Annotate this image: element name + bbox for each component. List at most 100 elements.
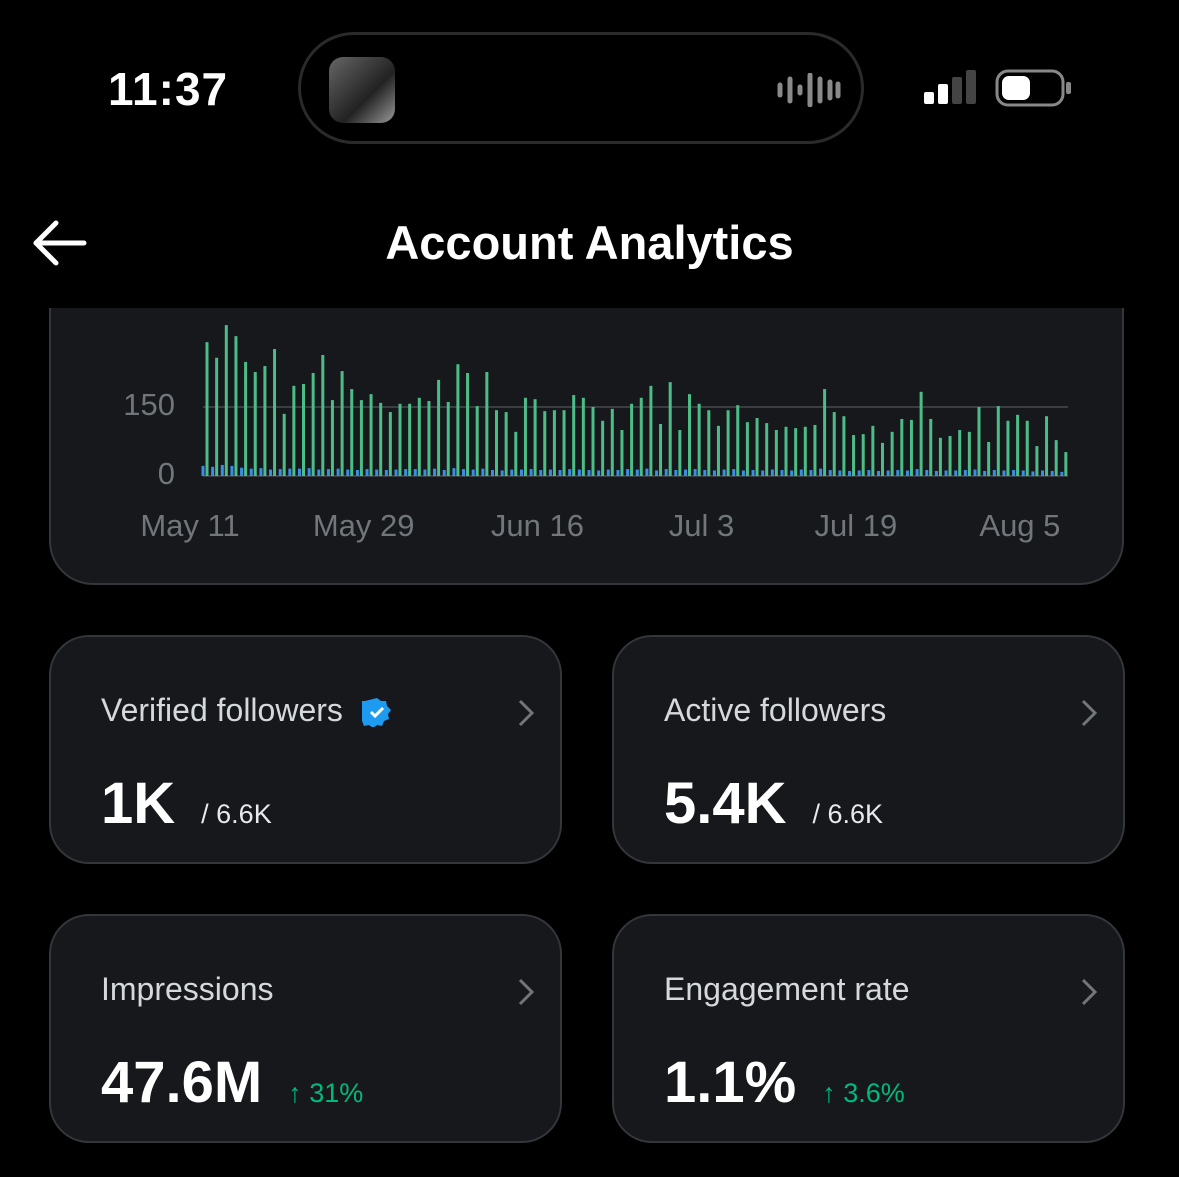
stat-card[interactable]: Active followers 5.4K / 6.6K [612,635,1125,864]
bar [240,467,244,476]
card-value: 1K / 6.6K [101,770,272,837]
bar [456,364,460,476]
bar [967,431,971,476]
bar [1006,420,1010,476]
bar [842,416,846,476]
chevron [1081,699,1098,727]
card-label: Impressions [101,971,274,1007]
bar [909,419,913,476]
bar [1031,471,1035,476]
bar [1035,446,1039,476]
bar [1021,470,1025,476]
x-tick-label: Jul 3 [669,508,734,543]
bar [992,470,996,476]
bar [263,366,267,476]
bar [809,470,813,476]
bar [678,430,682,476]
bar [973,469,977,476]
bar [852,435,856,476]
bar [379,402,383,476]
bar [568,469,572,476]
card-change: ↑ 3.6% [822,1078,905,1108]
bar [340,371,344,476]
bar [359,400,363,476]
top-bar: 11:37 [0,0,1179,308]
bar [355,470,359,476]
card-label: Active followers [664,692,887,728]
stat-card[interactable]: Verified followers 1K / 6.6K [49,635,562,864]
bar [244,361,248,476]
bar [201,465,205,476]
bar [336,468,340,476]
bar [635,469,639,476]
x-tick-label: May 11 [140,508,239,543]
card-value-text: 1.1% [664,1050,797,1115]
stat-card[interactable]: Engagement rate 1.1% ↑ 3.6% [612,914,1125,1143]
bar [780,470,784,476]
chevron [518,699,535,727]
bar [500,470,504,476]
bar [881,442,884,476]
bar [224,325,228,476]
bar [838,470,842,476]
bar [326,469,330,476]
bar [958,430,962,476]
bar [369,394,373,476]
bar [413,469,417,476]
bar [1045,416,1049,476]
bar [481,468,485,476]
x-tick-label: Jun 16 [491,508,584,543]
bar [417,397,421,476]
card-value-text: 5.4K [664,771,787,836]
card-change: ↑ 31% [288,1078,364,1108]
bar [452,468,456,476]
bar [606,469,610,476]
bar [539,470,543,476]
bar [529,469,533,476]
chevron [1081,978,1098,1006]
bar [626,469,630,476]
bar [577,469,581,476]
bar [375,469,379,476]
bar [404,469,408,476]
card-total: / 6.6K [812,799,884,829]
bar [784,426,788,476]
bar [408,403,412,476]
bar [712,470,716,476]
bar [269,469,273,476]
bar [857,470,861,476]
album-thumbnail [329,57,395,123]
bar [587,470,591,476]
bar [394,469,398,476]
bar [900,418,904,476]
bar [938,437,942,476]
page-title: Account Analytics [385,216,794,269]
clock: 11:37 [108,63,229,115]
bar [674,470,678,476]
bar [282,413,286,476]
bar [813,424,817,476]
bar [896,470,900,476]
bar [934,470,938,476]
bar [504,412,508,476]
bar [485,372,489,476]
bar [591,407,595,476]
bar [230,465,234,476]
bar [495,410,498,476]
bar [963,470,967,476]
bar [234,336,238,476]
bar [1050,470,1054,476]
stat-card[interactable]: Impressions 47.6M ↑ 31% [49,914,562,1143]
bar [442,470,446,476]
bar [466,372,470,476]
dynamic-island[interactable] [298,32,864,144]
bar [307,468,311,476]
card-label: Engagement rate [664,971,910,1007]
bar [886,470,890,476]
bar [292,385,296,476]
bar [437,379,441,476]
back-button[interactable] [32,220,88,266]
bar [211,466,215,476]
bar [655,470,659,476]
bar [823,389,827,476]
